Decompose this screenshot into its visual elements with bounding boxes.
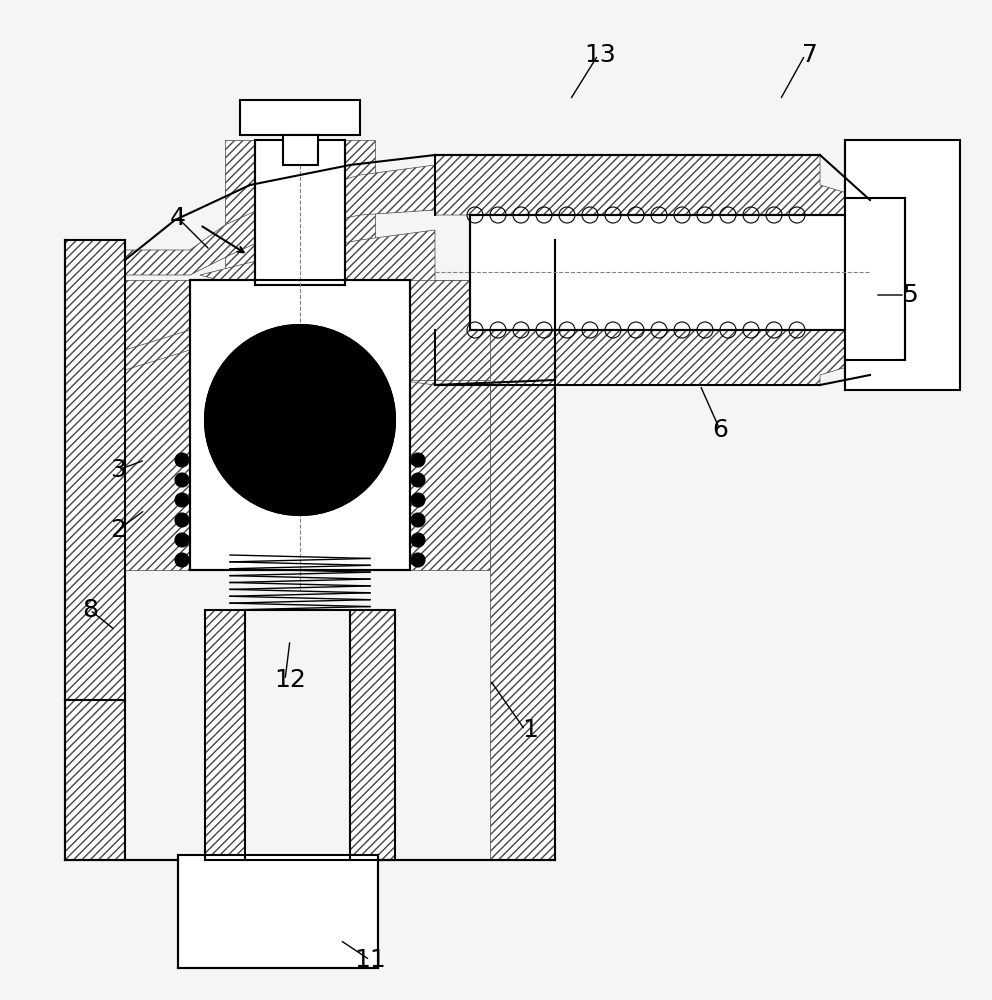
Polygon shape xyxy=(350,610,395,860)
Polygon shape xyxy=(410,280,490,570)
Circle shape xyxy=(411,473,425,487)
Polygon shape xyxy=(225,140,255,285)
Text: 2: 2 xyxy=(110,518,126,542)
Text: 13: 13 xyxy=(584,43,616,67)
Polygon shape xyxy=(905,140,960,390)
Circle shape xyxy=(411,533,425,547)
Circle shape xyxy=(175,493,189,507)
Circle shape xyxy=(175,553,189,567)
Bar xyxy=(470,215,845,330)
Text: 5: 5 xyxy=(902,283,918,307)
Polygon shape xyxy=(435,155,870,385)
Bar xyxy=(240,100,360,135)
Bar xyxy=(283,135,318,165)
Circle shape xyxy=(411,493,425,507)
Polygon shape xyxy=(205,610,245,860)
Text: 7: 7 xyxy=(803,43,818,67)
Circle shape xyxy=(175,513,189,527)
Bar xyxy=(255,140,345,285)
Polygon shape xyxy=(845,140,900,198)
Circle shape xyxy=(175,473,189,487)
Text: 12: 12 xyxy=(274,668,306,692)
Circle shape xyxy=(411,513,425,527)
Polygon shape xyxy=(410,280,490,380)
Polygon shape xyxy=(490,240,555,860)
Polygon shape xyxy=(125,165,435,275)
Circle shape xyxy=(411,553,425,567)
Polygon shape xyxy=(178,855,208,968)
Bar xyxy=(845,140,960,390)
Polygon shape xyxy=(870,348,930,388)
Polygon shape xyxy=(65,700,125,860)
Text: 11: 11 xyxy=(354,948,386,972)
Text: 6: 6 xyxy=(712,418,728,442)
Polygon shape xyxy=(345,140,375,285)
Text: 4: 4 xyxy=(170,206,186,230)
Bar xyxy=(190,280,410,570)
Bar xyxy=(845,198,905,360)
Bar xyxy=(178,855,378,968)
Circle shape xyxy=(175,533,189,547)
Circle shape xyxy=(205,325,395,515)
Bar xyxy=(205,610,395,860)
Polygon shape xyxy=(870,145,930,205)
Text: 3: 3 xyxy=(110,458,126,482)
Polygon shape xyxy=(65,240,125,860)
Circle shape xyxy=(411,453,425,467)
Polygon shape xyxy=(348,855,378,968)
Polygon shape xyxy=(125,230,435,385)
Text: 1: 1 xyxy=(522,718,538,742)
Polygon shape xyxy=(125,280,190,570)
Circle shape xyxy=(175,453,189,467)
Polygon shape xyxy=(845,360,900,390)
Text: 8: 8 xyxy=(82,598,98,622)
